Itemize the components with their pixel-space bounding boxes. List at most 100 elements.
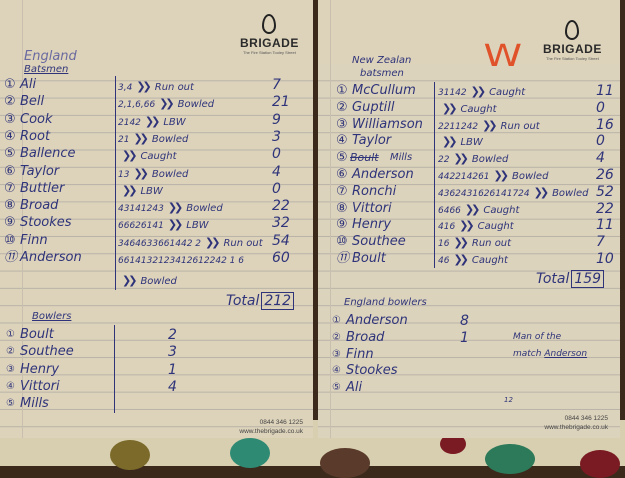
bowler-wickets: 3	[168, 344, 177, 361]
batsman-name: Williamson	[352, 116, 423, 132]
footer: 0844 346 1225 www.thebrigade.co.uk	[544, 414, 608, 432]
batting-order-number: ⑧	[4, 198, 16, 214]
team-heading: New Zealan	[352, 55, 412, 66]
bowler-name: Broad	[346, 329, 385, 345]
bowler-number: ①	[332, 315, 341, 326]
batting-order-number: ②	[336, 99, 348, 115]
arrow-mark: ❯❯	[464, 202, 481, 216]
batsman-score: 0	[596, 99, 605, 116]
team-heading: England	[24, 49, 77, 64]
batting-detail: 13 ❯❯ Bowled	[118, 163, 266, 184]
runs-sequence: 21	[118, 134, 130, 145]
batting-order-number: ⑤	[336, 150, 348, 166]
batting-order-number: ⑨	[4, 215, 16, 231]
pattern-cherry	[580, 450, 620, 478]
logo-tagline: The Fire Station Tooley Street	[546, 56, 599, 61]
arrow-mark: ❯❯	[133, 131, 149, 145]
batting-detail: 2211242 ❯❯ Run out	[438, 116, 590, 136]
batting-detail: 31142 ❯❯ Caught	[438, 82, 590, 102]
batting-detail: 442214261 ❯❯ Bowled	[438, 166, 590, 186]
dismissal: Run out	[223, 237, 263, 249]
arrow-mark: ❯❯	[167, 218, 184, 232]
bowler-name: Southee	[20, 344, 74, 360]
arrow-mark: ❯❯	[167, 201, 184, 215]
dismissal: LBW	[460, 137, 483, 149]
batting-detail: 21 ❯❯ Bowled	[118, 128, 266, 149]
batsman-score: 21	[272, 94, 290, 111]
bowler-number: ④	[6, 380, 15, 392]
batsman-name: Southee	[352, 234, 406, 250]
runs-sequence: 43141243	[118, 204, 164, 215]
dismissal: Run out	[471, 238, 512, 250]
runs-sequence: 3464633661442 2	[118, 238, 202, 249]
flame-icon	[262, 14, 277, 34]
brigade-logo: BRIGADE The Fire Station Tooley Street	[543, 20, 602, 61]
dismissal: LBW	[140, 185, 163, 197]
batsman-score: 60	[272, 250, 290, 266]
total-row: Total 159	[536, 270, 605, 288]
dismissal: Bowled	[151, 168, 189, 180]
batting-order-number: ⑪	[336, 251, 350, 266]
bowler-wickets: 1	[168, 361, 177, 378]
batting-order-number: ⑧	[336, 200, 348, 216]
batsman-name: Guptill	[352, 99, 395, 115]
batsman-name: Finn	[20, 232, 48, 248]
dismissal: Caught	[483, 204, 520, 216]
man-of-match-label: match	[513, 349, 542, 359]
runs-sequence: 2211242	[438, 121, 479, 132]
arrow-mark: ❯❯	[122, 149, 138, 163]
runs-sequence: 6466	[438, 205, 461, 216]
batting-detail: 2142 ❯❯ LBW	[118, 111, 266, 132]
runs-sequence: 3,4	[118, 83, 133, 93]
batsman-name: Taylor	[20, 163, 60, 179]
arrow-mark: ❯❯	[459, 219, 475, 233]
arrow-mark: ❯❯	[205, 235, 221, 249]
bowler-name: Stookes	[346, 363, 398, 379]
total-value: 212	[261, 292, 295, 310]
batting-order-number: ⑩	[4, 232, 16, 248]
dismissal: Caught	[489, 87, 526, 98]
batsman-name: Bell	[20, 94, 45, 110]
runs-sequence: 6614132123412612242 1 6	[118, 256, 244, 266]
footer-website: www.thebrigade.co.uk	[239, 428, 303, 435]
red-mark: W	[483, 39, 523, 74]
runs-sequence: 31142	[438, 88, 467, 98]
dismissal: Bowled	[511, 171, 549, 182]
arrow-mark: ❯❯	[453, 236, 469, 250]
footer-phone: 0844 346 1225	[564, 415, 608, 422]
batsman-name: Cook	[20, 111, 53, 127]
batting-detail: ❯❯ Caught	[118, 145, 266, 165]
batting-detail: ❯❯ LBW	[438, 132, 590, 152]
bowler-number: ④	[332, 365, 341, 377]
arrow-mark: ❯❯	[453, 253, 469, 266]
batting-order-number: ⑦	[4, 180, 16, 196]
arrow-mark: ❯❯	[144, 114, 161, 128]
footer: 0844 346 1225 www.thebrigade.co.uk	[239, 418, 303, 436]
total-value: 159	[571, 270, 605, 288]
batting-order-number: ⑩	[336, 234, 348, 250]
dismissal: Bowled	[552, 187, 589, 199]
batting-detail: 46 ❯❯ Caught	[438, 250, 590, 270]
batting-detail: 4362431626141724 ❯❯ Bowled	[438, 183, 590, 203]
batting-order-number: ③	[336, 116, 348, 132]
column-divider	[115, 76, 116, 290]
batsman-score: 9	[272, 111, 281, 128]
dismissal: Caught	[460, 103, 497, 115]
batting-order-number: ①	[4, 77, 16, 92]
flame-icon	[565, 20, 580, 40]
batsman-name: Ali	[20, 77, 37, 92]
bowler-number: ①	[6, 329, 15, 340]
batsman-score: 7	[596, 234, 605, 251]
pattern-cherry	[440, 434, 466, 454]
total-label: Total	[226, 293, 260, 309]
batting-order-number: ②	[4, 94, 16, 110]
bowler-name: Mills	[20, 396, 49, 412]
dismissal: LBW	[163, 116, 186, 128]
bowlers-heading: England bowlers	[344, 297, 427, 308]
batsman-score: 4	[596, 150, 605, 167]
bowler-number: ⑤	[332, 382, 341, 394]
batsman-score: 3	[272, 128, 281, 145]
bowler-number: ⑤	[6, 398, 15, 410]
pattern-dot	[320, 448, 370, 478]
runs-sequence: 4362431626141724	[438, 188, 530, 199]
